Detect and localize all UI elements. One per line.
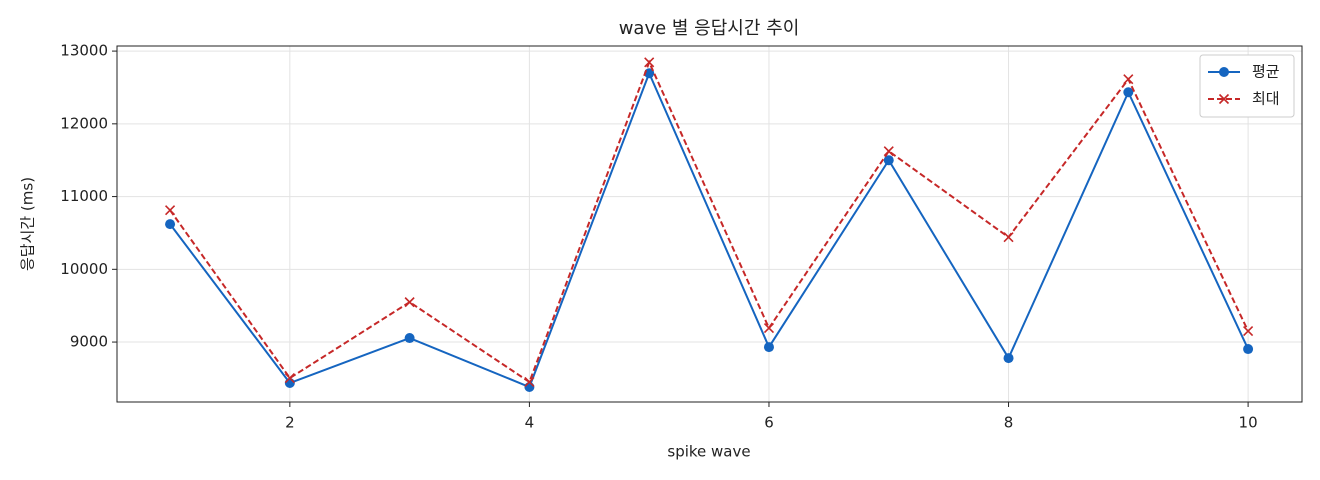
point bbox=[284, 373, 295, 384]
point bbox=[524, 376, 535, 388]
plot-frame bbox=[116, 45, 1303, 403]
y-tick-label: 13000 bbox=[60, 42, 108, 60]
point bbox=[1243, 344, 1254, 355]
series-line bbox=[169, 59, 1250, 384]
legend-label: 평균 bbox=[1252, 63, 1280, 81]
point bbox=[1123, 74, 1134, 85]
x-tick-label: 2 bbox=[285, 414, 295, 432]
point bbox=[883, 146, 894, 157]
y-axis-label: 응답시간 (ms) bbox=[19, 177, 37, 271]
legend-label: 최대 bbox=[1252, 90, 1280, 108]
legend-box bbox=[1199, 54, 1295, 118]
x-tick-label: 4 bbox=[525, 414, 535, 432]
point bbox=[763, 323, 775, 334]
point bbox=[1003, 232, 1014, 243]
x-tick-label: 6 bbox=[764, 414, 774, 432]
point bbox=[644, 57, 655, 68]
y-tick-label: 12000 bbox=[60, 114, 108, 132]
y-tick-label: 9000 bbox=[70, 333, 108, 351]
point bbox=[284, 378, 295, 389]
point bbox=[1123, 87, 1134, 98]
point bbox=[1003, 353, 1014, 364]
legend-marker bbox=[1218, 93, 1230, 105]
point bbox=[883, 155, 894, 166]
x-tick-label: 10 bbox=[1239, 414, 1258, 432]
chart-title: wave 별 응답시간 추이 bbox=[619, 18, 800, 39]
x-axis-label: spike wave bbox=[667, 443, 750, 461]
y-tick-label: 11000 bbox=[60, 187, 108, 205]
point bbox=[164, 205, 176, 216]
point bbox=[165, 219, 176, 230]
point bbox=[524, 382, 535, 393]
x-tick-label: 8 bbox=[1004, 414, 1014, 432]
point bbox=[763, 342, 774, 353]
point bbox=[1243, 326, 1254, 337]
y-tick-label: 10000 bbox=[60, 260, 108, 278]
point bbox=[404, 297, 415, 308]
series-line bbox=[169, 70, 1250, 389]
legend-marker bbox=[1219, 67, 1229, 77]
point bbox=[404, 333, 415, 344]
